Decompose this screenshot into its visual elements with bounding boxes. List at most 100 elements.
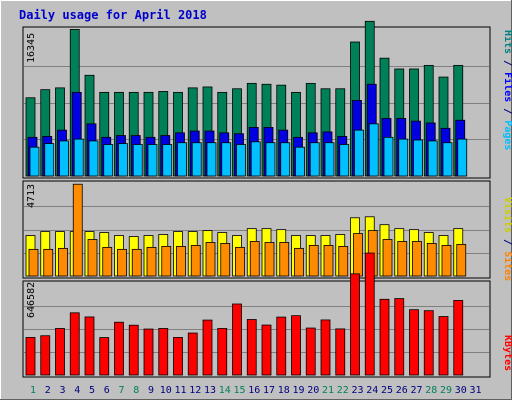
- day-label: 4: [74, 385, 80, 396]
- sites-bar: [338, 245, 349, 277]
- visits-max-label: 4713: [26, 184, 37, 208]
- kbytes-bar: [84, 316, 95, 376]
- day-label: 23: [351, 385, 363, 396]
- kbytes-bar: [409, 309, 419, 376]
- kbytes-bar: [114, 321, 124, 376]
- pages-bar: [103, 144, 114, 177]
- sites-bar: [249, 241, 260, 277]
- pages-bar: [324, 142, 335, 177]
- kbytes-side-label: KBytes: [502, 335, 512, 371]
- day-label: 17: [263, 385, 275, 396]
- visits-panel-bars: [25, 183, 467, 277]
- kbytes-bar: [25, 337, 36, 376]
- day-label: 2: [45, 385, 51, 396]
- sites-bar: [412, 241, 422, 277]
- day-label: 20: [307, 385, 319, 396]
- side-label-part: Files: [502, 72, 512, 102]
- sites-bar: [294, 247, 304, 277]
- pages-bar: [206, 142, 217, 177]
- pages-bar: [295, 146, 305, 177]
- day-label: 1: [30, 385, 36, 396]
- day-label: 3: [59, 385, 65, 396]
- pages-bar: [427, 140, 438, 177]
- day-label: 13: [204, 385, 216, 396]
- sites-bar: [220, 243, 231, 277]
- sites-bar: [28, 248, 39, 277]
- kbytes-bar: [453, 300, 464, 376]
- day-label: 10: [160, 385, 172, 396]
- kbytes-bar: [364, 252, 375, 376]
- day-label: 29: [440, 385, 452, 396]
- day-label: 27: [410, 385, 422, 396]
- sites-bar: [264, 242, 275, 277]
- kbytes-bar: [320, 319, 331, 376]
- kbytes-bar: [173, 337, 183, 376]
- sites-bar: [131, 248, 142, 277]
- day-label: 18: [278, 385, 290, 396]
- sites-bar: [308, 245, 319, 277]
- kbytes-bar: [55, 328, 65, 376]
- pages-bar: [265, 142, 276, 177]
- kbytes-bar: [335, 328, 346, 376]
- pages-bar: [191, 142, 202, 177]
- sites-bar: [441, 245, 452, 277]
- sites-bar: [190, 245, 201, 277]
- day-label: 31: [469, 385, 481, 396]
- day-label: 22: [337, 385, 349, 396]
- kbytes-bar: [291, 315, 301, 376]
- visits-sites-panel: 4713 Visits / Sites: [22, 180, 512, 281]
- pages-bar: [236, 144, 246, 177]
- side-label-part: Pages: [502, 120, 512, 150]
- day-label: 7: [118, 385, 124, 396]
- side-label-part: KBytes: [502, 335, 512, 371]
- kbytes-bar: [261, 324, 272, 376]
- pages-bar: [177, 142, 187, 177]
- sites-bar: [426, 243, 437, 277]
- pages-bar: [59, 140, 69, 177]
- pages-bar: [280, 142, 291, 177]
- pages-bar: [118, 143, 128, 177]
- day-label: 8: [133, 385, 139, 396]
- day-label: 21: [322, 385, 334, 396]
- hits-max-label: 16345: [26, 33, 37, 63]
- sites-bar: [161, 245, 172, 277]
- sites-bar: [205, 242, 216, 277]
- pages-bar: [221, 142, 232, 177]
- day-label: 26: [396, 385, 408, 396]
- pages-bar: [398, 138, 409, 177]
- kbytes-bar: [40, 335, 51, 376]
- day-label: 5: [89, 385, 95, 396]
- day-label: 25: [381, 385, 393, 396]
- pages-bar: [73, 138, 84, 177]
- kbytes-bar: [99, 337, 110, 376]
- hits-files-pages-panel: 16345 Hits / Files / Pages: [22, 20, 512, 179]
- pages-bar: [354, 129, 364, 177]
- hits-side-label: Hits / Files / Pages: [502, 30, 512, 150]
- kbytes-bar: [246, 319, 257, 376]
- sites-bar: [456, 244, 467, 277]
- pages-bar: [147, 144, 158, 177]
- chart-title: Daily usage for April 2018: [19, 8, 207, 22]
- kbytes-bar: [423, 310, 434, 376]
- kbytes-bar: [187, 332, 198, 376]
- day-label: 9: [148, 385, 154, 396]
- kbytes-bar: [202, 319, 213, 376]
- day-label: 28: [425, 385, 437, 396]
- day-label: 30: [455, 385, 467, 396]
- sites-bar: [146, 246, 157, 277]
- day-label: 12: [189, 385, 201, 396]
- sites-bar: [382, 239, 393, 277]
- kbytes-bar: [394, 298, 405, 376]
- pages-bar: [339, 144, 350, 177]
- kbytes-bar: [158, 328, 169, 376]
- pages-bar: [132, 144, 143, 177]
- sites-bar: [43, 248, 54, 277]
- pages-bar: [309, 142, 320, 177]
- kbytes-bar: [379, 298, 390, 376]
- pages-bar: [88, 140, 99, 177]
- sites-bar: [323, 245, 334, 277]
- kbytes-bar: [128, 324, 139, 376]
- side-label-part: Sites: [502, 251, 512, 281]
- kbytes-bar: [217, 328, 228, 376]
